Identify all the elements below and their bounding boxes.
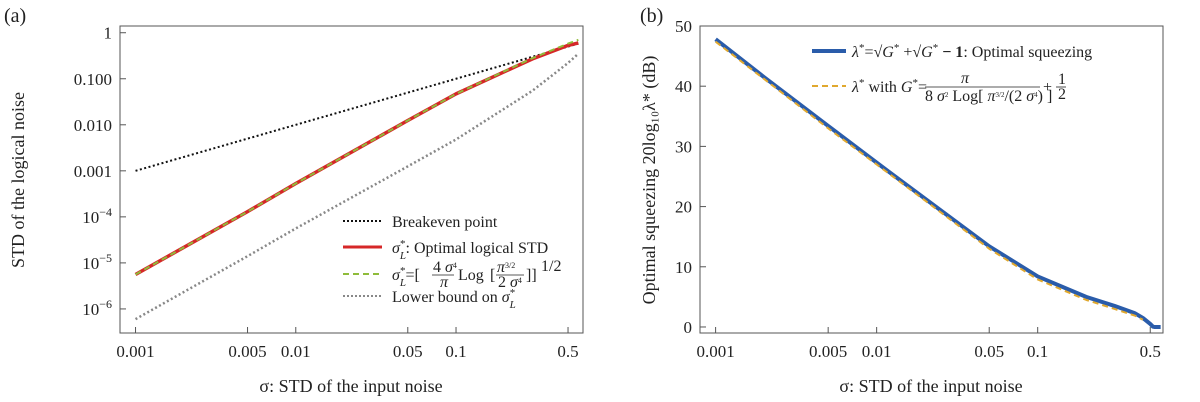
panel-a-series-line-0 [135, 42, 579, 172]
panel-a-x-tick-label-3: 0.05 [393, 342, 423, 361]
svg-text:π: π [440, 274, 449, 291]
panel-a-x-tick-label-0: 0.001 [116, 342, 154, 361]
legend-label-lower: Lower bound on σL* [392, 287, 516, 311]
svg-text:Log: Log [458, 267, 484, 284]
panel-a-x-tick-label-4: 0.1 [445, 342, 466, 361]
svg-text:π: π [961, 70, 970, 87]
svg-text:1: 1 [1058, 71, 1066, 88]
panel-a-y-axis-label: STD of the logical noise [8, 92, 28, 268]
legend-label-optimal-squeezing: λ*=√G* +√G* − 1: Optimal squeezing [851, 42, 1092, 61]
panel-a: (a) 0.001 0.005 0.01 0.05 0.1 0.5 10−6 10−5 10−4… [4, 5, 584, 396]
panel-a-series-line-2 [135, 38, 579, 276]
panel-a-y-tick-label-2: 10−4 [82, 205, 112, 227]
panel-b-x-tick-label-3: 0.05 [974, 342, 1004, 361]
svg-text:2: 2 [1058, 86, 1066, 103]
panel-b-y-tick-label-5: 50 [675, 17, 692, 36]
legend-label-optimal: σL*: Optimal logical STD [392, 238, 548, 262]
svg-text:1/2: 1/2 [541, 258, 561, 275]
panel-b-y-tick-label-4: 40 [675, 77, 692, 96]
panel-b-ticks: 0.001 0.005 0.01 0.05 0.1 0.5 0 10 20 30 40 50 [675, 17, 1161, 361]
svg-text:8 σ2 Log[ π3/2/(2 σ4) ]: 8 σ2 Log[ π3/2/(2 σ4) ] [925, 88, 1052, 105]
panel-b-x-tick-label-4: 0.1 [1027, 342, 1048, 361]
panel-b-y-tick-label-3: 30 [675, 137, 692, 156]
svg-text:+: + [1043, 79, 1052, 96]
panel-b-x-tick-label-0: 0.001 [696, 342, 734, 361]
panel-a-y-tick-label-1: 10−5 [82, 251, 112, 273]
legend-label-breakeven: Breakeven point [392, 214, 498, 231]
panel-a-y-tick-label-4: 0.010 [74, 116, 112, 135]
panel-a-y-tick-label-0: 10−6 [82, 297, 112, 319]
panel-a-series [134, 38, 580, 321]
panel-b-series [714, 37, 1161, 329]
panel-a-x-tick-label-5: 0.5 [557, 342, 578, 361]
panel-b-y-tick-label-2: 20 [675, 198, 692, 217]
panel-b-x-tick-label-1: 0.005 [809, 342, 847, 361]
panel-b-y-tick-label-0: 0 [684, 318, 693, 337]
panel-b-series-line-1 [714, 40, 1144, 321]
panel-b-series-line-0 [714, 37, 1161, 329]
panel-a-frame [119, 25, 584, 334]
svg-text:λ*=√G* +√G* − 1: Optimal squee: λ*=√G* +√G* − 1: Optimal squeezing [851, 42, 1092, 61]
panel-b-x-axis-label: σ: STD of the input noise [839, 376, 1022, 396]
panel-b-y-tick-label-1: 10 [675, 258, 692, 277]
panel-b-frame [699, 25, 1164, 334]
panel-a-series-line-3 [134, 52, 580, 321]
panel-a-ticks: 0.001 0.005 0.01 0.05 0.1 0.5 10−6 10−5 10−4 0.00… [74, 24, 579, 361]
svg-text:λ* with G*=: λ* with G*= [851, 77, 927, 96]
panel-b-tag: (b) [640, 5, 663, 27]
panel-a-y-tick-label-6: 1 [104, 24, 113, 43]
panel-a-x-axis-label: σ: STD of the input noise [259, 376, 442, 396]
legend-label-approx-squeezing: λ* with G*= π 8 σ2 Log[ π3/2/(2 σ4) ] + … [851, 70, 1066, 105]
svg-text:[: [ [490, 267, 495, 284]
panel-a-x-tick-label-2: 0.01 [281, 342, 311, 361]
panel-a-x-tick-label-1: 0.005 [228, 342, 266, 361]
svg-text:]]: ]] [526, 267, 537, 284]
panel-b: (b) 0.001 0.005 0.01 0.05 0.1 0.501020304050 … [639, 5, 1164, 396]
svg-text:σL*=[: σL*=[ [392, 265, 420, 289]
panel-a-tag: (a) [4, 5, 26, 27]
panel-b-x-tick-label-5: 0.5 [1140, 342, 1161, 361]
panel-a-y-tick-label-3: 0.001 [74, 162, 112, 181]
legend-label-approx: σL*=[ 4 σ4 π Log [ π3/2 2 σ4 ]] 1/2 [392, 258, 561, 291]
svg-text:2 σ4: 2 σ4 [498, 274, 522, 291]
panel-b-legend: λ*=√G* +√G* − 1: Optimal squeezing λ* wi… [812, 42, 1092, 105]
panel-a-y-tick-label-5: 0.100 [74, 70, 112, 89]
svg-text:4 σ4: 4 σ4 [433, 259, 457, 276]
panel-b-y-axis-label: Optimal squeezing 20log₁₀λ* (dB) [639, 56, 660, 305]
panel-b-x-tick-label-2: 0.01 [862, 342, 892, 361]
panel-a-legend: Breakeven point σL*: Optimal logical STD… [343, 214, 561, 311]
